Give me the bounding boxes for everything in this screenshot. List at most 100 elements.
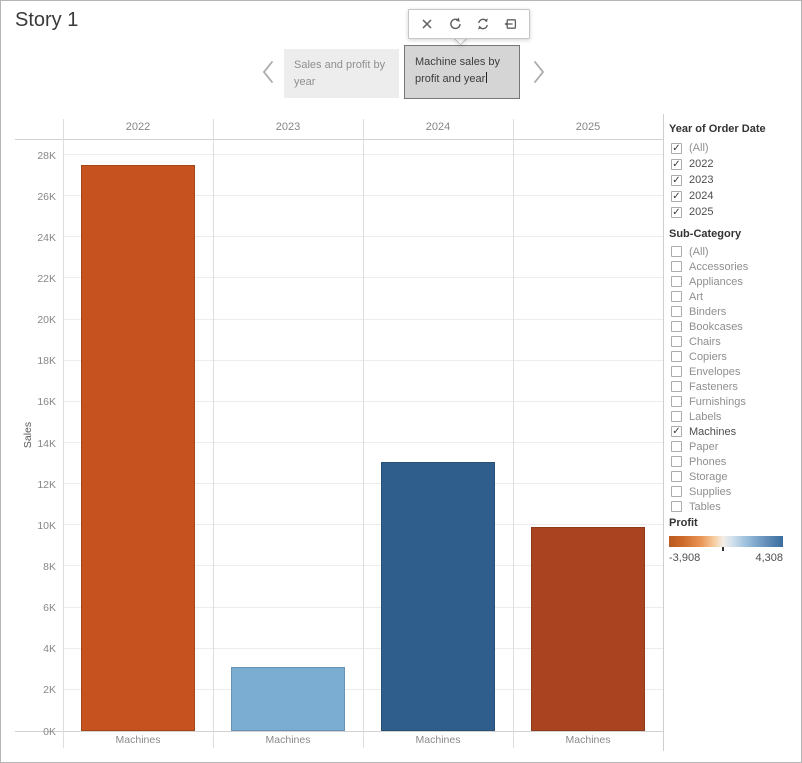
y-tick-label: 4K (43, 643, 56, 656)
bar[interactable] (231, 667, 345, 731)
y-tick-label: 14K (37, 437, 56, 450)
story-point-tab-machine-sales[interactable]: Machine sales by profit and year (404, 45, 520, 99)
y-tick-label: 12K (37, 478, 56, 491)
filter-row[interactable]: ✓ Tables (669, 499, 799, 514)
checkbox[interactable]: ✓ (671, 261, 682, 272)
profit-legend-title: Profit (669, 517, 698, 529)
filter-label: 2024 (689, 190, 714, 202)
checkbox[interactable]: ✓ (671, 158, 682, 170)
checkbox[interactable]: ✓ (671, 366, 682, 377)
check-icon: ✓ (672, 426, 681, 437)
column-divider (363, 119, 364, 748)
filter-row[interactable]: ✓ (All) (669, 244, 799, 259)
story-point-label: Sales and profit by year (294, 59, 386, 88)
bar[interactable] (81, 165, 195, 731)
profit-max-value: 4,308 (755, 552, 783, 564)
filter-row[interactable]: ✓ Furnishings (669, 394, 799, 409)
checkbox[interactable]: ✓ (671, 381, 682, 392)
checkbox[interactable]: ✓ (671, 351, 682, 362)
filter-label: Furnishings (689, 395, 746, 408)
checkbox[interactable]: ✓ (671, 276, 682, 287)
filter-row[interactable]: ✓ Copiers (669, 349, 799, 364)
x-axis-line (15, 731, 664, 732)
y-tick-label: 24K (37, 231, 56, 244)
bar[interactable] (381, 461, 495, 731)
checkbox[interactable]: ✓ (671, 396, 682, 407)
filter-row[interactable]: ✓ 2023 (669, 172, 799, 188)
filter-row[interactable]: ✓ Chairs (669, 334, 799, 349)
filter-label: Tables (689, 500, 721, 513)
y-tick-label: 6K (43, 602, 56, 615)
filter-label: Accessories (689, 260, 749, 273)
filter-row[interactable]: ✓ Art (669, 289, 799, 304)
column-header: 2024 (425, 121, 451, 133)
filter-row[interactable]: ✓ Fasteners (669, 379, 799, 394)
y-tick-label: 0K (43, 725, 56, 738)
filter-year-list: ✓ (All) ✓ 2022 ✓ 2023 ✓ 2024 ✓ 2025 (669, 140, 799, 220)
y-tick-label: 8K (43, 560, 56, 573)
checkbox[interactable]: ✓ (671, 190, 682, 202)
check-icon: ✓ (672, 174, 681, 186)
filter-row[interactable]: ✓ Envelopes (669, 364, 799, 379)
checkbox[interactable]: ✓ (671, 411, 682, 422)
story-point-tab-sales-profit[interactable]: Sales and profit by year (284, 49, 399, 98)
filter-row[interactable]: ✓ Phones (669, 454, 799, 469)
undo-icon[interactable] (445, 14, 465, 34)
chevron-right-icon[interactable] (527, 58, 549, 86)
filter-row[interactable]: ✓ Accessories (669, 259, 799, 274)
refresh-icon[interactable] (473, 14, 493, 34)
x-axis-label: Machines (265, 734, 311, 746)
filter-label: Phones (689, 455, 727, 468)
checkbox[interactable]: ✓ (671, 441, 682, 452)
filter-label: 2022 (689, 158, 714, 170)
filter-label: Art (689, 290, 704, 303)
filter-label: 2023 (689, 174, 714, 186)
check-icon: ✓ (672, 190, 681, 202)
checkbox[interactable]: ✓ (671, 291, 682, 302)
checkbox[interactable]: ✓ (671, 246, 682, 257)
filter-row[interactable]: ✓ Labels (669, 409, 799, 424)
revert-icon[interactable] (501, 14, 521, 34)
check-icon: ✓ (672, 158, 681, 170)
checkbox[interactable]: ✓ (671, 306, 682, 317)
checkbox[interactable]: ✓ (671, 471, 682, 482)
filter-row[interactable]: ✓ 2022 (669, 156, 799, 172)
profit-zero-tick (722, 547, 724, 551)
bar[interactable] (531, 527, 645, 731)
filter-row[interactable]: ✓ Storage (669, 469, 799, 484)
filter-row[interactable]: ✓ Supplies (669, 484, 799, 499)
column-header: 2023 (275, 121, 301, 133)
filter-row[interactable]: ✓ Appliances (669, 274, 799, 289)
filter-label: Fasteners (689, 380, 738, 393)
header-separator-line (15, 139, 664, 140)
checkbox[interactable]: ✓ (671, 501, 682, 512)
filter-label: (All) (689, 142, 709, 154)
filter-row[interactable]: ✓ 2024 (669, 188, 799, 204)
y-tick-label: 28K (37, 149, 56, 162)
filter-row[interactable]: ✓ Machines (669, 424, 799, 439)
filter-row[interactable]: ✓ Binders (669, 304, 799, 319)
checkbox[interactable]: ✓ (671, 426, 682, 437)
checkbox[interactable]: ✓ (671, 336, 682, 347)
checkbox[interactable]: ✓ (671, 174, 682, 186)
checkbox[interactable]: ✓ (671, 206, 682, 218)
filter-row[interactable]: ✓ Paper (669, 439, 799, 454)
y-axis-ticks: 0K 2K 4K 6K 8K 10K 12K 14K 16K 18K 20K 22K 24K 26K 28K (15, 139, 56, 738)
y-tick-label: 26K (37, 190, 56, 203)
filter-row[interactable]: ✓ Bookcases (669, 319, 799, 334)
filter-row[interactable]: ✓ 2025 (669, 204, 799, 220)
checkbox[interactable]: ✓ (671, 486, 682, 497)
column-header: 2022 (125, 121, 151, 133)
y-tick-label: 2K (43, 684, 56, 697)
checkbox[interactable]: ✓ (671, 142, 682, 154)
chevron-left-icon[interactable] (258, 58, 280, 86)
filter-row[interactable]: ✓ (All) (669, 140, 799, 156)
x-axis-label: Machines (565, 734, 611, 746)
check-icon: ✓ (672, 206, 681, 218)
checkbox[interactable]: ✓ (671, 456, 682, 467)
close-icon[interactable] (417, 14, 437, 34)
filter-label: Bookcases (689, 320, 743, 333)
checkbox[interactable]: ✓ (671, 321, 682, 332)
filter-label: Supplies (689, 485, 732, 498)
